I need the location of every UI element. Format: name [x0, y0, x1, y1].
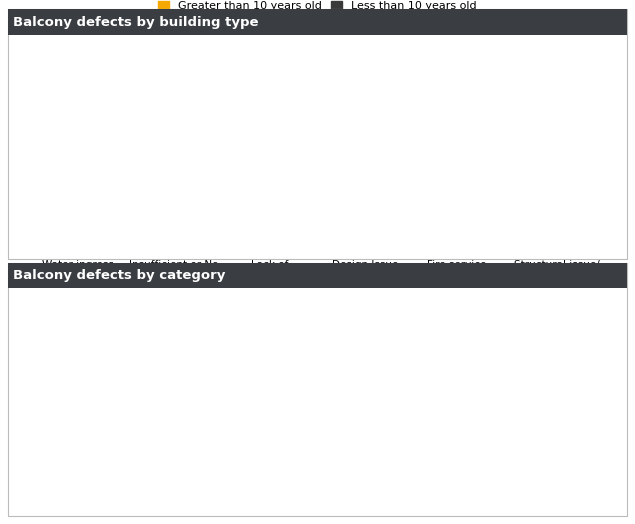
- Text: Balcony defects by building type: Balcony defects by building type: [13, 16, 258, 28]
- Text: Defect Category: Defect Category: [408, 297, 516, 310]
- Text: 2: 2: [281, 230, 289, 241]
- Text: Structural issue/ Non-compliance: Structural issue/ Non-compliance: [411, 477, 592, 487]
- Bar: [431, 248, 461, 254]
- Text: Design Issue: Design Issue: [411, 417, 481, 427]
- Bar: [461, 231, 492, 254]
- Legend: Greater than 10 years old, Less than 10 years old: Greater than 10 years old, Less than 10 …: [158, 1, 477, 11]
- Text: 2: 2: [538, 230, 545, 241]
- Text: 11: 11: [150, 178, 166, 188]
- Text: 6: 6: [250, 207, 258, 217]
- Text: 1: 1: [442, 236, 450, 246]
- Text: Water ingress: Water ingress: [411, 326, 486, 336]
- Text: Insufficient or No Waterproofing: Insufficient or No Waterproofing: [411, 357, 586, 367]
- Bar: [557, 243, 588, 254]
- Text: 30: 30: [55, 69, 70, 79]
- Text: 2: 2: [568, 230, 577, 241]
- Text: Balcony defects by category: Balcony defects by category: [13, 269, 225, 282]
- Bar: [365, 237, 396, 254]
- Text: 4: 4: [346, 219, 354, 228]
- Text: 3: 3: [377, 224, 385, 235]
- Text: 14: 14: [85, 161, 101, 171]
- Bar: [270, 243, 300, 254]
- Bar: [143, 191, 174, 254]
- Bar: [174, 225, 204, 254]
- Text: Lack of Maintenance: Lack of Maintenance: [411, 387, 525, 397]
- Text: Fire service – Non compliance: Fire service – Non compliance: [411, 447, 574, 457]
- Bar: [78, 173, 109, 254]
- Bar: [239, 220, 270, 254]
- Bar: [335, 231, 365, 254]
- Text: 4: 4: [472, 219, 481, 228]
- Bar: [47, 81, 78, 254]
- Bar: [526, 243, 557, 254]
- Text: 5: 5: [185, 213, 193, 223]
